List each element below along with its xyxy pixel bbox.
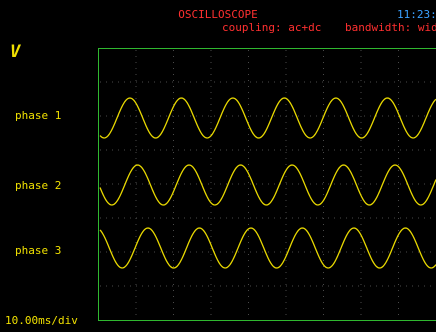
timebase: 10.00ms/div	[5, 314, 78, 327]
waveform	[99, 164, 436, 206]
clock: 11:23:1	[397, 8, 436, 21]
grid	[100, 50, 436, 320]
plot-frame	[98, 48, 436, 321]
waveforms	[99, 97, 436, 269]
channel-label: phase 3	[15, 244, 61, 257]
waveform	[99, 227, 436, 269]
channel-label: phase 1	[15, 109, 61, 122]
title: OSCILLOSCOPE	[178, 8, 257, 21]
channel-label: phase 2	[15, 179, 61, 192]
coupling: coupling: ac+dc	[222, 21, 321, 34]
waveform	[99, 97, 436, 139]
bandwidth: bandwidth: wid	[345, 21, 436, 34]
unit-label: V	[10, 42, 21, 62]
